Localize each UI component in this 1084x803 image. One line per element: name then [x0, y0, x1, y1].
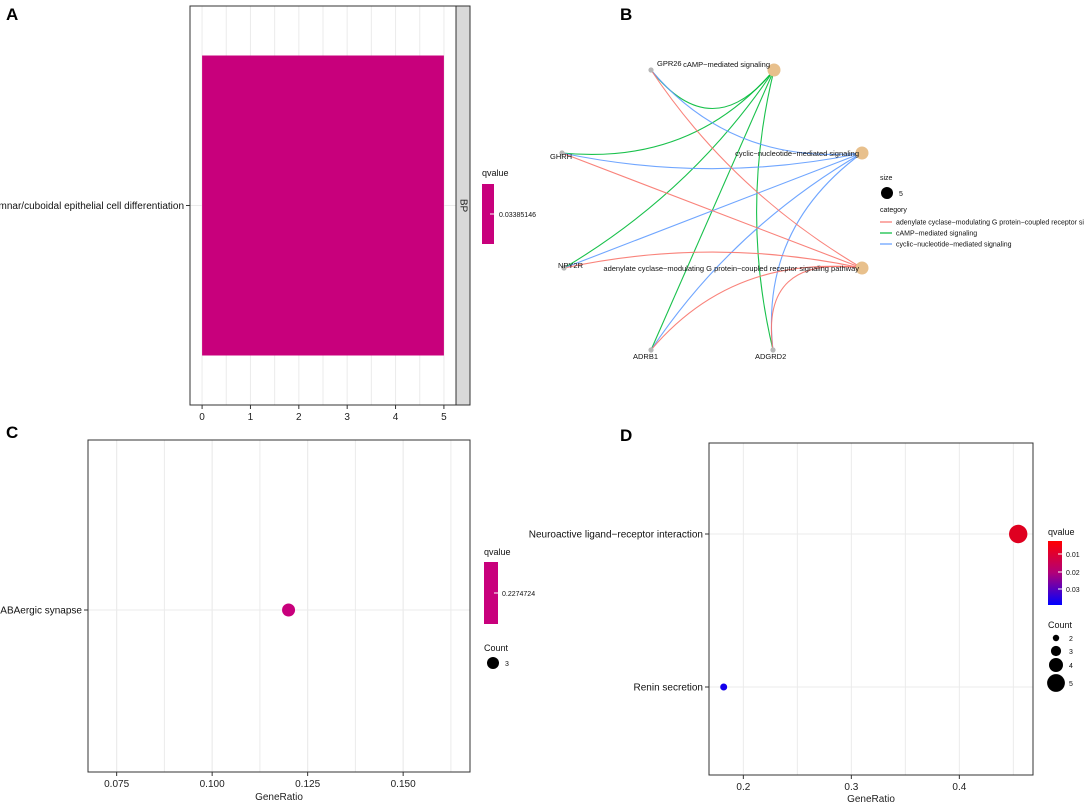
legend-size-swatch: [1047, 674, 1065, 692]
x-tick-label: 0.150: [391, 779, 416, 790]
legend-size-label: 2: [1069, 636, 1073, 643]
legend-size-swatch: [881, 187, 893, 199]
legend-category-label: cyclic−nucleotide−mediated signaling: [896, 242, 1012, 249]
gene-node: [770, 347, 776, 353]
category-node-label: cyclic−nucleotide−mediated signaling: [735, 149, 859, 158]
gene-node: [559, 150, 565, 156]
legend-category-title: category: [880, 207, 907, 214]
x-tick-label: 0.3: [844, 782, 858, 793]
legend-label: 0.03385146: [499, 212, 536, 219]
network-edge: [650, 69, 775, 351]
y-category-label: Renin secretion: [634, 683, 703, 694]
panel-letter-a: A: [6, 5, 18, 24]
data-point: [1009, 524, 1028, 544]
plot-frame: [87, 439, 471, 773]
category-node-label: cAMP−mediated signaling: [683, 60, 770, 69]
panel-letter-d: D: [620, 426, 632, 445]
x-tick-label: 0.125: [295, 779, 320, 790]
panel-d-dot-plot: 0.2 0.3 0.4 GeneRatio Neuroactive ligand−rec…: [529, 442, 1080, 803]
y-category-label: columnar/cuboidal epithelial cell differ…: [0, 201, 184, 212]
network-edge: [561, 152, 863, 269]
x-tick-label: 3: [344, 412, 350, 423]
legend-color-tick-label: 0.02: [1066, 570, 1080, 577]
legend-title: qvalue: [482, 168, 509, 178]
legend-size-label: 5: [1069, 681, 1073, 688]
legend-size-label: 3: [1069, 649, 1073, 656]
legend-size-swatch: [1050, 645, 1062, 657]
panel-letter-b: B: [620, 5, 632, 24]
x-tick-label: 5: [441, 412, 447, 423]
x-tick-label: 0.075: [104, 779, 129, 790]
gene-node-label: GHRH: [550, 152, 572, 161]
network-edge: [650, 69, 863, 269]
legend-color-tick-label: 0.01: [1066, 552, 1080, 559]
gene-node-label: ADRB1: [633, 352, 658, 361]
legend-category-label: adenylate cyclase−modulating G protein−c…: [896, 220, 1084, 227]
data-point: [720, 683, 728, 691]
facet-strip: [455, 5, 471, 406]
network-edge: [561, 152, 863, 170]
category-node: [767, 63, 781, 77]
data-point: [282, 603, 296, 617]
category-node-label: adenylate cyclase−modulating G protein−c…: [603, 264, 859, 273]
panel-a-bar-chart: BP 0 1 2 3 4 5 columnar/cuboidal epithelial cel…: [0, 5, 536, 423]
plot-frame: [708, 442, 1034, 776]
x-tick-label: 0: [199, 412, 205, 423]
legend-colorbar: [482, 184, 494, 244]
facet-label: BP: [457, 199, 468, 213]
panel-letter-c: C: [6, 423, 18, 442]
gene-node: [648, 347, 654, 353]
x-tick-label: 0.100: [200, 779, 225, 790]
legend-colorbar: [484, 562, 498, 624]
gene-node-label: GPR26: [657, 59, 682, 68]
panel-b-network: GPR26 GHRH NPY2R ADRB1 ADGRD2 cAMP−mediated s…: [550, 59, 1084, 361]
x-axis-label: GeneRatio: [847, 794, 895, 803]
x-tick-label: 4: [393, 412, 399, 423]
x-axis-label: GeneRatio: [255, 792, 303, 803]
network-edge: [650, 69, 863, 156]
legend-size-title: Count: [484, 643, 509, 653]
category-node: [855, 261, 869, 275]
gene-node: [561, 265, 567, 271]
legend-size-label: 5: [899, 191, 903, 198]
x-tick-label: 0.4: [952, 782, 966, 793]
legend-size-swatch: [1049, 658, 1063, 672]
legend-color-label: 0.2274724: [502, 591, 535, 598]
gene-node: [648, 67, 654, 73]
legend-size-swatch: [1052, 634, 1060, 642]
legend-color-tick-label: 0.03: [1066, 587, 1080, 594]
legend-colorbar: [1048, 541, 1062, 605]
gene-node-label: ADGRD2: [755, 352, 786, 361]
legend-size-swatch: [487, 657, 499, 669]
x-tick-label: 0.2: [736, 782, 750, 793]
network-edge: [756, 69, 775, 351]
y-category-label: Neuroactive ligand−receptor interaction: [529, 530, 703, 541]
category-node: [855, 146, 869, 160]
legend-category-label: cAMP−mediated signaling: [896, 231, 977, 238]
legend-color-title: qvalue: [1048, 527, 1075, 537]
network-edge: [563, 251, 863, 269]
legend-size-label: 4: [1069, 663, 1073, 670]
network-edge: [770, 265, 863, 351]
x-tick-label: 2: [296, 412, 302, 423]
network-edge: [650, 152, 863, 351]
legend-size-title: Count: [1048, 620, 1073, 630]
legend-size-title: size: [880, 175, 893, 182]
legend-color-title: qvalue: [484, 547, 511, 557]
bar: [202, 55, 444, 356]
gene-node-label: NPY2R: [558, 261, 584, 270]
network-edge: [563, 69, 775, 269]
y-category-label: GABAergic synapse: [0, 606, 82, 617]
legend-size-label: 3: [505, 661, 509, 668]
panel-c-dot-plot: 0.075 0.100 0.125 0.150 GeneRatio GABAergic s…: [0, 439, 535, 803]
network-edge: [561, 69, 775, 156]
x-tick-label: 1: [248, 412, 254, 423]
